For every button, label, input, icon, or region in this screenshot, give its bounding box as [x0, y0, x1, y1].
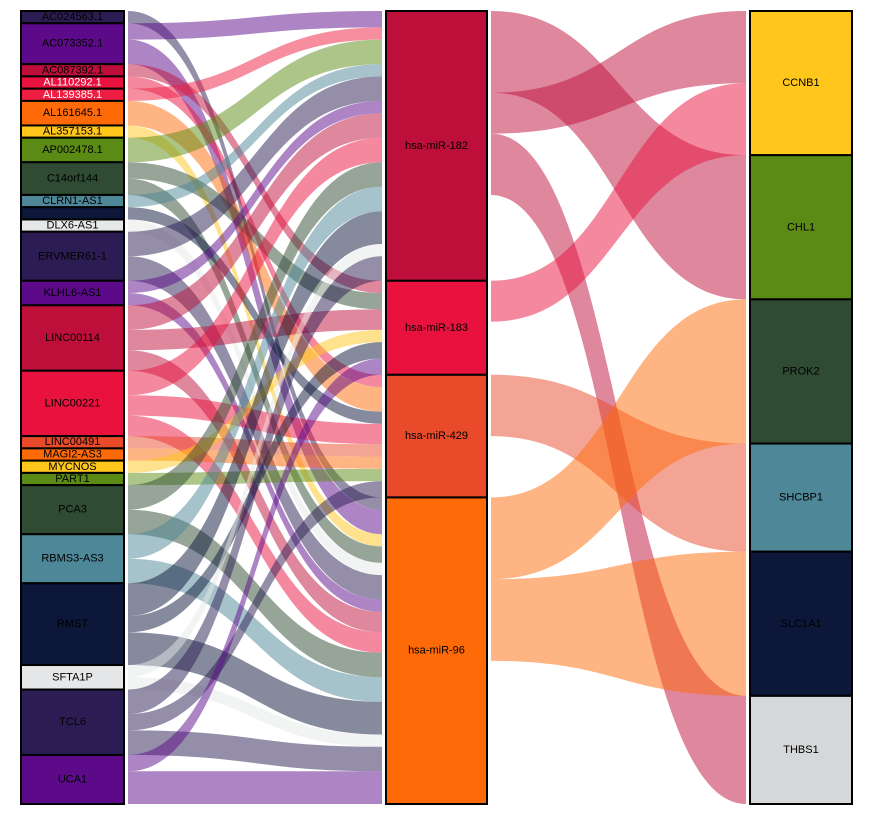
link-rmst-to-hsa-mir-182	[128, 211, 382, 616]
link-linc00114-to-hsa-mir-182	[128, 113, 382, 330]
node-label-chl1: CHL1	[787, 221, 815, 233]
node-label-hsa-mir-96: hsa-miR-96	[408, 645, 465, 657]
link-hsa-mir-96-to-prok2	[491, 299, 746, 580]
link-tcl6-to-hsa-mir-429	[128, 481, 382, 731]
node-label-shcbp1: SHCBP1	[779, 492, 823, 504]
node-label-hsa-mir-429: hsa-miR-429	[405, 430, 468, 442]
node-label-ervmer61-1: ERVMER61-1	[38, 250, 107, 262]
node-thbs1[interactable]	[749, 694, 853, 806]
link-al139385-1-to-hsa-mir-182	[128, 27, 382, 101]
node-label-prok2: PROK2	[782, 365, 819, 377]
node-label-al139385-1: AL139385.1	[43, 89, 102, 101]
link-uca1-to-hsa-mir-96	[128, 771, 382, 804]
node-hsa-mir-96[interactable]	[385, 496, 488, 805]
mirna-column: hsa-miR-182 hsa-miR-183 hsa-miR-429 hsa-miR…	[385, 10, 488, 805]
mrna-column: CCNB1 CHL1 PROK2 SHCBP1 SLC1A1 THBS1	[749, 10, 853, 806]
node-label-linc00114: LINC00114	[45, 332, 100, 344]
node-linc00221[interactable]	[20, 369, 125, 438]
node-ccnb1[interactable]	[749, 10, 853, 157]
link-pca3-to-hsa-mir-182	[128, 162, 382, 510]
link-hsa-mir-96-to-slc1a1	[491, 551, 746, 696]
node-chl1[interactable]	[749, 154, 853, 301]
node-label-uca1: UCA1	[58, 773, 87, 785]
link-tcl6-to-hsa-mir-96	[128, 730, 382, 772]
node-linc00114[interactable]	[20, 304, 125, 372]
link-rbms3-as3-to-hsa-mir-182	[128, 186, 382, 559]
node-ervmer61-1[interactable]	[20, 230, 125, 282]
link-uca1-to-hsa-mir-183	[128, 358, 382, 772]
lncrna-column: AC024563.1 AC073352.1 AC087392.1AL110292.1…	[20, 10, 125, 805]
node-ac073352-1[interactable]	[20, 22, 125, 66]
node-label-thbs1: THBS1	[783, 744, 818, 756]
link-c14orf144-to-hsa-mir-183	[128, 162, 382, 310]
node-hsa-mir-182[interactable]	[385, 10, 488, 282]
node-label-c14orf144: C14orf144	[47, 173, 98, 185]
link-linc00221-to-hsa-mir-96	[128, 415, 382, 653]
node-slc1a1[interactable]	[749, 550, 853, 697]
node-label-linc00221: LINC00221	[45, 397, 101, 409]
node-uca1[interactable]	[20, 753, 125, 805]
node-label-sfta1p: SFTA1P	[52, 671, 93, 683]
node-rbms3-as3[interactable]	[20, 533, 125, 585]
link-hsa-mir-182-to-chl1	[491, 11, 746, 300]
links-mir-to-mrna	[491, 11, 746, 805]
node-sfta1p[interactable]	[20, 664, 125, 691]
node-label-ac087392-1: AC087392.1	[42, 64, 103, 76]
link-clrn1-as1-to-hsa-mir-182	[128, 64, 382, 208]
node-rmst[interactable]	[20, 582, 125, 667]
link-ac073352-1-to-hsa-mir-96	[128, 39, 382, 535]
node-label-hsa-mir-183: hsa-miR-183	[405, 322, 468, 334]
node-label-part1: PART1	[55, 473, 89, 485]
node-shcbp1[interactable]	[749, 442, 853, 553]
link-hsa-mir-183-to-ccnb1	[491, 83, 746, 322]
node-label-ccnb1: CCNB1	[782, 77, 819, 89]
node-label-pca3: PCA3	[58, 504, 87, 516]
node-prok2[interactable]	[749, 298, 853, 445]
links-lnc-to-mir	[128, 11, 382, 804]
node-label-al110292-1: AL110292.1	[43, 77, 102, 89]
node-label-dlx6-as1: DLX6-AS1	[47, 220, 99, 232]
node-label-clrn1-as1: CLRN1-AS1	[42, 195, 103, 207]
node-label-ac024563-1: AC024563.1	[42, 11, 103, 23]
node-c14orf144[interactable]	[20, 161, 125, 196]
node-label-al357153-1: AL357153.1	[43, 126, 102, 138]
node-dlx6-as1-upper[interactable]	[20, 206, 125, 221]
node-label-ac073352-1: AC073352.1	[42, 38, 103, 50]
link-hsa-mir-182-to-ccnb1	[491, 11, 746, 134]
node-pca3[interactable]	[20, 484, 125, 536]
node-label-ap002478-1: AP002478.1	[42, 144, 103, 156]
node-label-al161645-1: AL161645.1	[43, 107, 102, 119]
node-klhl6-as1[interactable]	[20, 279, 125, 307]
node-label-klhl6-as1: KLHL6-AS1	[43, 287, 101, 299]
node-label-mycnos: MYCNOS	[48, 461, 96, 473]
link-ervmer61-1-to-hsa-mir-182	[128, 76, 382, 257]
node-label-slc1a1: SLC1A1	[781, 618, 822, 630]
link-pca3-to-hsa-mir-96	[128, 509, 382, 678]
node-al161645-1[interactable]	[20, 99, 125, 127]
node-label-linc00491: LINC00491	[45, 436, 101, 448]
node-tcl6[interactable]	[20, 688, 125, 756]
link-linc00491-to-hsa-mir-429	[128, 436, 382, 457]
node-label-rmst: RMST	[57, 618, 88, 630]
node-label-hsa-mir-182: hsa-miR-182	[405, 140, 468, 152]
link-klhl6-as1-to-hsa-mir-182	[128, 100, 382, 294]
link-linc00221-to-hsa-mir-182	[128, 137, 382, 396]
link-dlx6-as1-upper-to-hsa-mir-429	[128, 207, 382, 424]
link-ac073352-1-to-hsa-mir-182	[128, 11, 382, 40]
node-hsa-mir-429[interactable]	[385, 373, 488, 499]
node-label-tcl6: TCL6	[59, 716, 86, 728]
node-label-rbms3-as3: RBMS3-AS3	[41, 553, 103, 565]
link-sfta1p-to-hsa-mir-182	[128, 243, 382, 678]
link-ap002478-1-to-hsa-mir-182	[128, 39, 382, 163]
node-hsa-mir-183[interactable]	[385, 279, 488, 376]
link-tcl6-to-hsa-mir-182	[128, 256, 382, 715]
node-label-magi2-as3: MAGI2-AS3	[43, 449, 102, 461]
